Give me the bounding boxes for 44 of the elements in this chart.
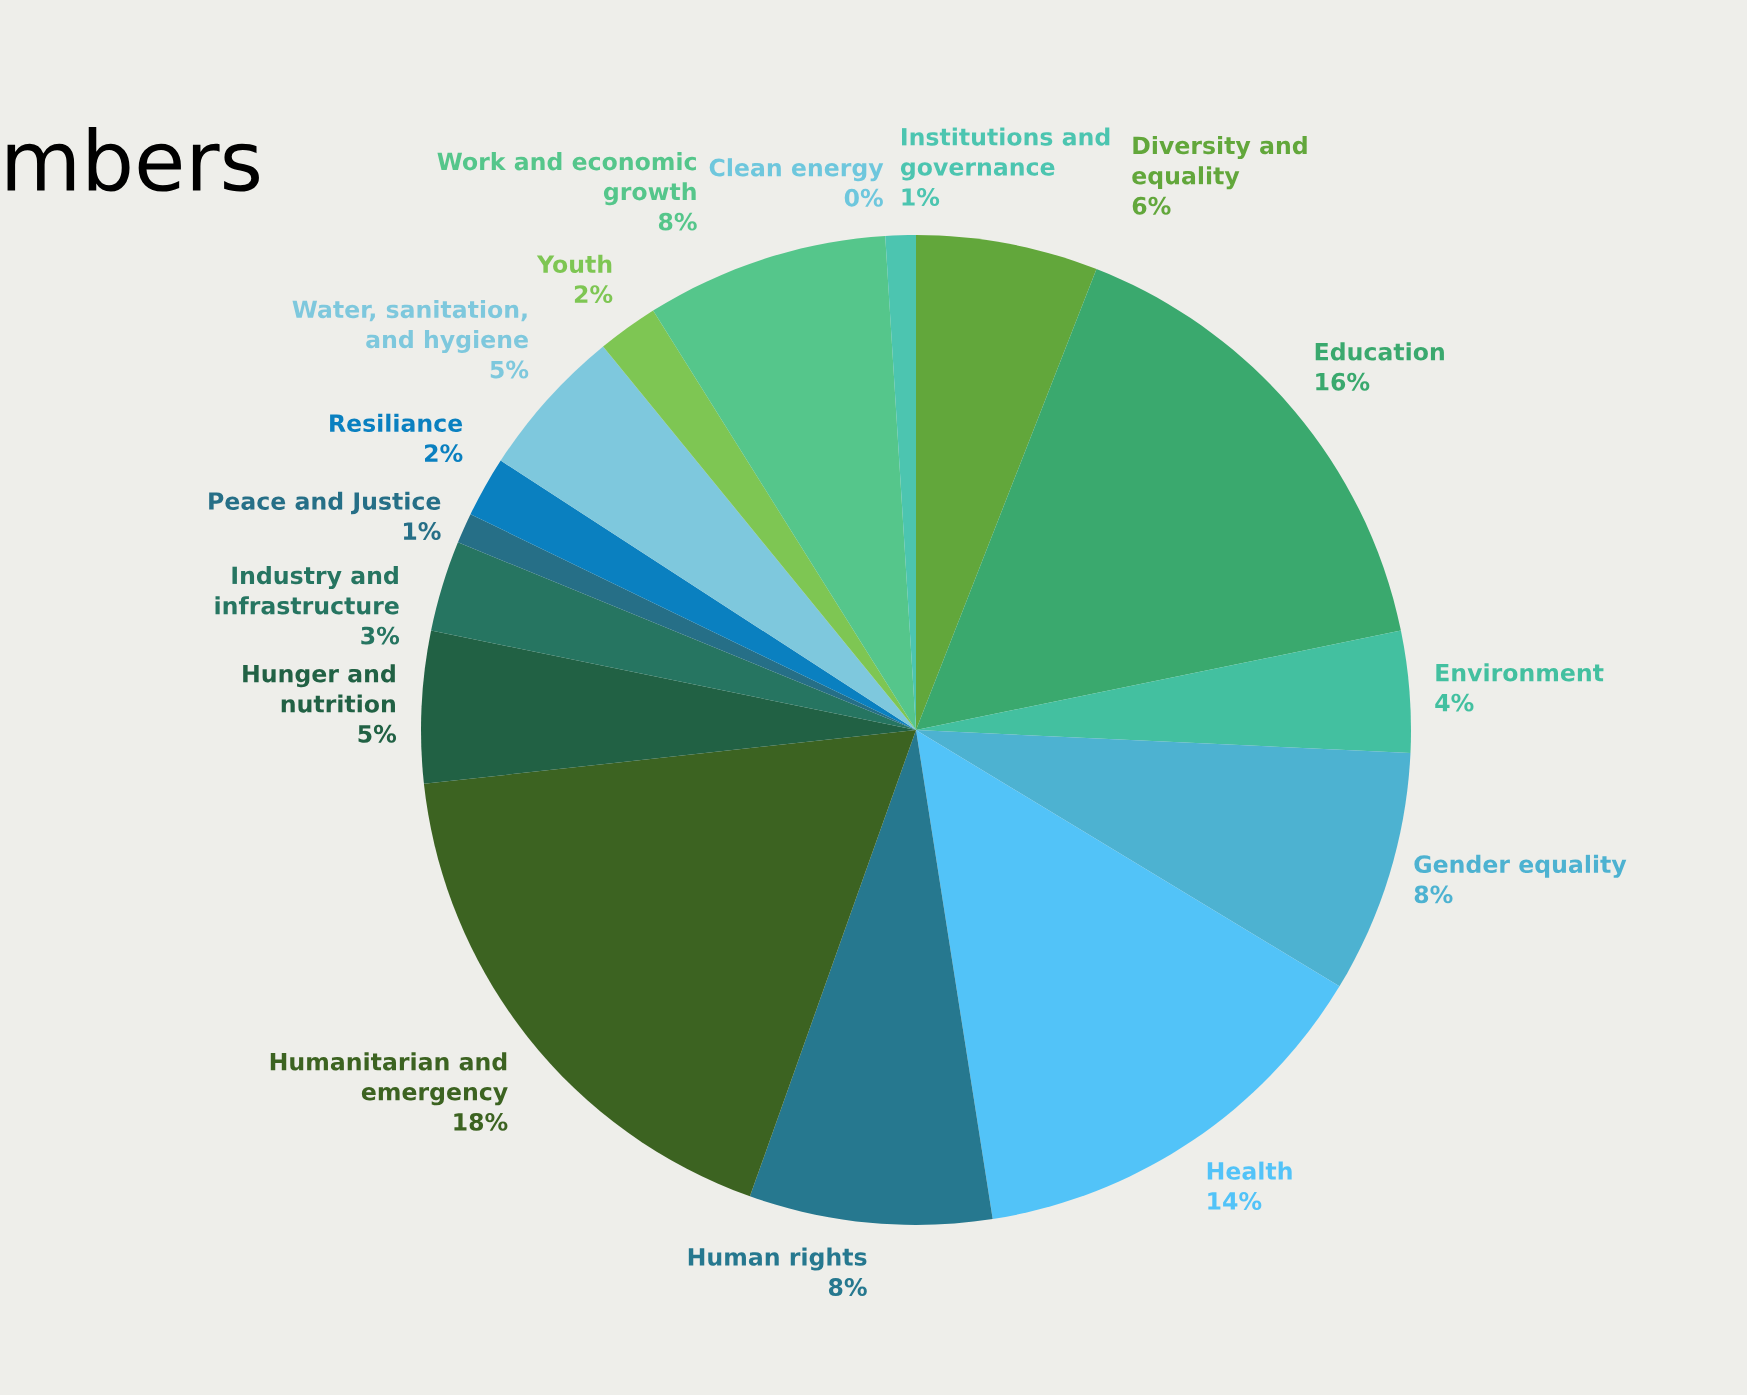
category-label: Clean energy [709, 158, 884, 182]
pie-slice [457, 514, 916, 730]
slice-label: Gender equality [1414, 854, 1627, 878]
slice-label: Resiliance [330, 413, 463, 432]
pie-slice [916, 235, 1097, 730]
data-label: 5% [358, 724, 397, 743]
data-label: 1% [403, 522, 441, 540]
data-label: 8% [828, 1278, 867, 1296]
pie-slice [916, 630, 1411, 754]
slice-label: Education [1315, 342, 1444, 361]
slice-label: Water, sanitation, and hygiene [292, 299, 528, 353]
slice-label: Environment [1436, 663, 1604, 682]
slice-label: Work and economic growth [437, 152, 696, 206]
data-label: 5% [490, 360, 529, 379]
slice-label: Health [1207, 1161, 1292, 1180]
pie-slice [470, 460, 916, 730]
slice-label: Industry and infrastructure [215, 565, 399, 615]
data-label: 8% [1414, 885, 1453, 904]
data-label: 18% [454, 1112, 508, 1131]
slice-label: Institutions and governance [900, 127, 1110, 181]
data-label: 2% [574, 285, 613, 304]
data-label: 8% [658, 212, 697, 231]
data-label: 16% [1316, 372, 1370, 391]
data-label: 6% [1132, 196, 1171, 215]
pie-slice [749, 730, 993, 1225]
slice-label: Human rights [688, 1247, 867, 1271]
slice-label: Hunger and nutrition [243, 664, 395, 713]
data-label: 1% [902, 188, 940, 206]
pie-slice [916, 730, 1411, 987]
slice-label: Diversity and equality [1132, 136, 1307, 190]
pie-slice [653, 235, 916, 730]
pie-slice [431, 542, 916, 730]
data-label: 3% [361, 626, 400, 645]
data-label: 2% [424, 444, 463, 463]
text: 0% [844, 188, 883, 207]
chart-title: mbers [7, 127, 259, 192]
slice-label: Peace and Justice [209, 491, 441, 515]
pie-slice [603, 310, 916, 730]
data-label: 4% [1435, 693, 1474, 712]
pie-slice [421, 630, 916, 784]
slice-label: Youth [536, 254, 612, 274]
data-label: 14% [1208, 1192, 1262, 1210]
pie-slice [916, 730, 1340, 1220]
slice-label: Humanitarian and emergency [270, 1052, 508, 1106]
